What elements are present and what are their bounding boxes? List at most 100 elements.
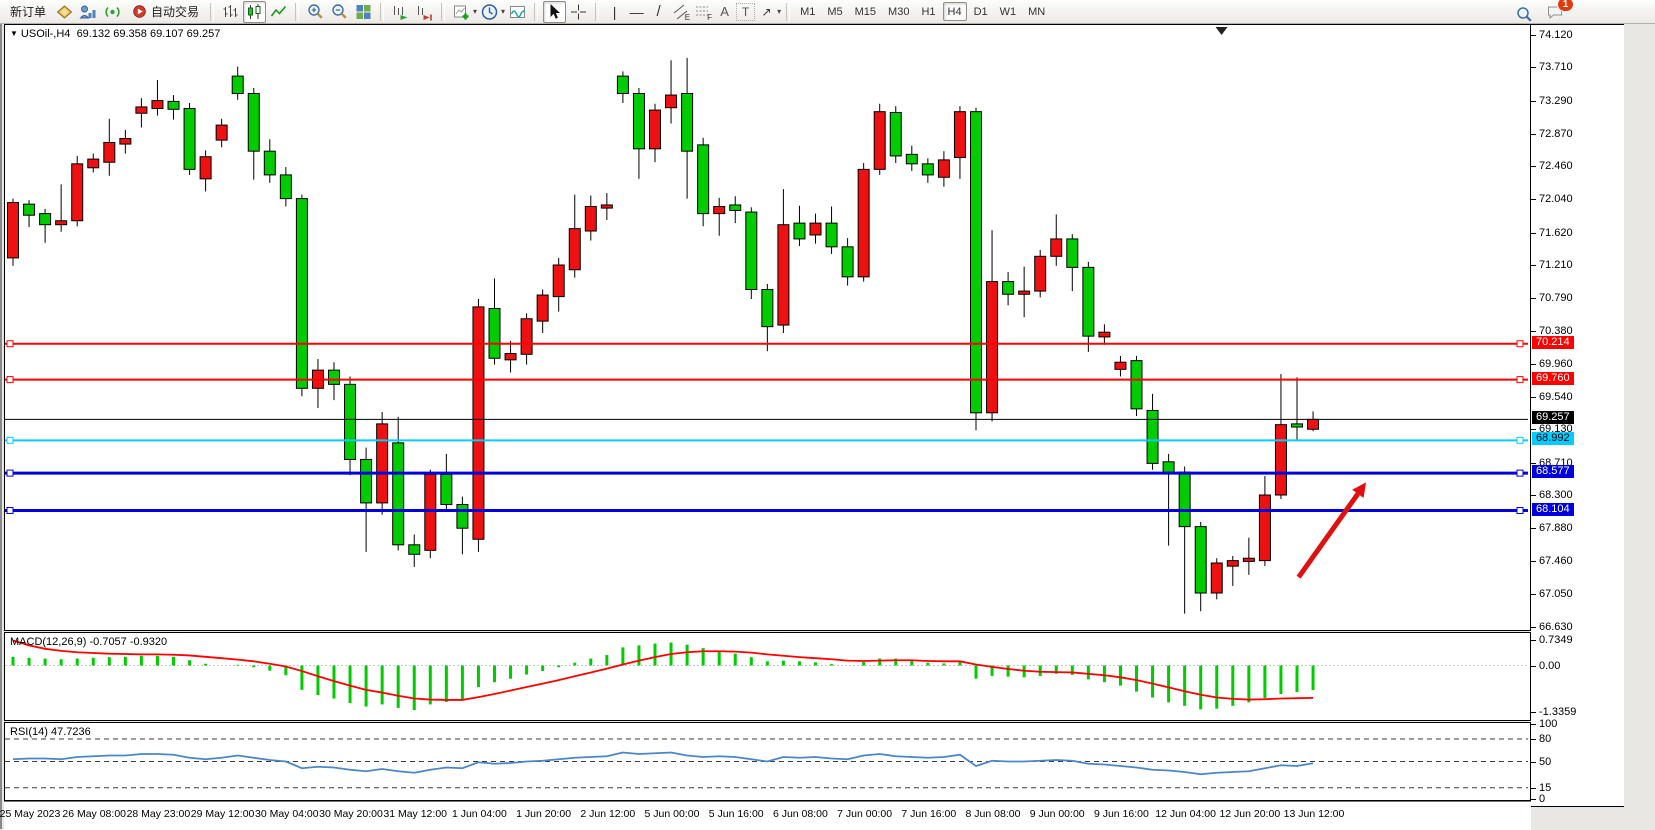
channel-tool-icon[interactable]: E: [670, 2, 691, 22]
new-chart-icon[interactable]: [450, 1, 473, 23]
scale-tick-mark: [1531, 462, 1536, 464]
signal-icon[interactable]: [101, 1, 124, 23]
time-axis-label: 2 Jun 12:00: [580, 808, 636, 820]
toolbar-separator: [380, 2, 385, 21]
timeframe-button-m15[interactable]: M15: [850, 2, 881, 21]
candle-bearish: [1002, 281, 1015, 295]
candle-bearish: [344, 383, 357, 460]
auto-scroll-icon[interactable]: [389, 1, 412, 23]
new-chart-dropdown-icon[interactable]: ▾: [473, 7, 478, 16]
candle-bullish: [1210, 562, 1223, 594]
text-label-tool-icon[interactable]: T: [736, 2, 756, 21]
scale-tick-mark: [1531, 100, 1536, 102]
time-axis-label: 9 Jun 16:00: [1093, 808, 1149, 820]
trend-arrow-head[interactable]: [1352, 482, 1367, 498]
candlestick-mode-icon[interactable]: [243, 0, 267, 23]
candle-bearish: [1130, 360, 1143, 410]
candle-bullish: [520, 318, 533, 355]
trendline-tool-icon[interactable]: /: [656, 3, 661, 20]
candle-bullish: [986, 281, 999, 414]
candle-bullish: [215, 124, 228, 141]
auto-trading-button[interactable]: 自动交易: [125, 2, 205, 22]
price-scale[interactable]: 74.120 73.710 73.290 72.870 72.460 72.040 71.6…: [1531, 24, 1624, 807]
trend-arrow-shaft[interactable]: [1296, 492, 1360, 579]
scale-tick-mark: [1531, 35, 1536, 36]
indicators-icon[interactable]: [506, 1, 529, 23]
toolbar-separator: [441, 2, 446, 21]
line-chart-mode-icon[interactable]: [267, 1, 290, 23]
search-icon[interactable]: [1513, 4, 1536, 26]
candle-bullish: [857, 168, 870, 278]
deposit-icon[interactable]: [53, 1, 76, 23]
arrows-tool-icon[interactable]: ↗: [761, 4, 772, 19]
chart-shift-marker[interactable]: [1215, 27, 1228, 35]
macd-signal-line: [12, 639, 1314, 701]
rsi-label: RSI(14) 47.7236: [10, 726, 91, 738]
toolbar-separator: [534, 2, 539, 21]
notifications-button[interactable]: 1: [1544, 0, 1574, 28]
rsi-indicator-pane[interactable]: RSI(14) 47.7236: [4, 722, 1531, 801]
timeframe-button-mn[interactable]: MN: [1023, 2, 1050, 21]
macd-indicator-pane[interactable]: MACD(12,26,9) -0.7057 -0.9320: [4, 632, 1531, 721]
fibonacci-tool-icon[interactable]: F: [692, 2, 713, 22]
chart-symbol-title: USOil-,H4: [20, 28, 71, 40]
period-clock-icon[interactable]: [478, 1, 501, 23]
bar-chart-mode-icon[interactable]: [219, 1, 242, 23]
candle-bullish: [937, 159, 950, 178]
price-line-badge-69.257: 69.257: [1532, 411, 1574, 425]
hline-right-handle[interactable]: [1516, 376, 1524, 384]
time-axis-label: 25 May 2023: [0, 808, 61, 820]
price-chart-canvas: [5, 27, 1528, 614]
time-axis-label: 6 Jun 08:00: [772, 808, 828, 820]
crosshair-tool-icon[interactable]: [567, 1, 590, 23]
horizontal-line-tool-icon[interactable]: —: [629, 3, 644, 20]
timeframe-button-w1[interactable]: W1: [995, 2, 1022, 21]
candle-bullish: [87, 158, 100, 169]
timeframe-button-h4[interactable]: H4: [942, 2, 967, 21]
zoom-out-icon[interactable]: [328, 1, 351, 23]
price-line-badge-68.992: 68.992: [1532, 432, 1574, 446]
hline-left-handle[interactable]: [6, 436, 14, 444]
scale-tick-mark: [1531, 761, 1536, 763]
rsi-scale-label: 0: [1539, 793, 1546, 805]
candle-bearish: [921, 163, 934, 176]
timeframe-button-m5[interactable]: M5: [822, 2, 847, 21]
hline-right-handle[interactable]: [1516, 469, 1524, 477]
hline-right-handle[interactable]: [1516, 507, 1524, 515]
rsi-scale-label: 80: [1539, 733, 1552, 745]
price-tick-label: 71.620: [1539, 226, 1573, 239]
candle-bearish: [841, 246, 854, 278]
scale-tick-mark: [1531, 799, 1536, 800]
scale-tick-mark: [1531, 639, 1536, 641]
profile-icon[interactable]: [77, 1, 100, 23]
price-line-badge-69.760: 69.760: [1532, 371, 1574, 385]
hline-right-handle[interactable]: [1516, 340, 1524, 348]
period-dropdown-icon[interactable]: ▾: [501, 7, 506, 16]
scale-tick-mark: [1531, 429, 1536, 431]
arrows-dropdown-icon[interactable]: ▾: [777, 7, 782, 16]
timeframe-button-h1[interactable]: H1: [916, 2, 940, 21]
zoom-in-icon[interactable]: [304, 1, 327, 23]
hline-left-handle[interactable]: [6, 469, 14, 477]
macd-canvas: [5, 639, 1528, 711]
hline-left-handle[interactable]: [6, 376, 14, 384]
vertical-line-tool-icon[interactable]: |: [612, 3, 617, 20]
hline-left-handle[interactable]: [6, 507, 14, 515]
main-chart-pane[interactable]: ▼ USOil-,H4 69.132 69.358 69.107 69.257: [4, 24, 1531, 631]
hline-right-handle[interactable]: [1516, 436, 1524, 444]
timeframe-button-d1[interactable]: D1: [969, 2, 993, 21]
cursor-tool-icon[interactable]: [543, 0, 567, 23]
timeframe-button-m1[interactable]: M1: [795, 2, 820, 21]
macd-scale-label: -1.3359: [1539, 705, 1577, 718]
candle-bullish: [119, 138, 132, 145]
hline-left-handle[interactable]: [6, 340, 14, 348]
tile-windows-icon[interactable]: [352, 1, 375, 23]
timeframe-button-m30[interactable]: M30: [883, 2, 914, 21]
symbol-dropdown-icon[interactable]: ▼: [10, 29, 18, 38]
time-axis[interactable]: 25 May 2023 26 May 08:00 28 May 23:00 29 Ma…: [0, 801, 1531, 830]
chart-title-overlay: ▼ USOil-,H4 69.132 69.358 69.107 69.257: [10, 28, 220, 40]
new-order-button[interactable]: 新订单: [4, 2, 52, 22]
channel-lines: [673, 4, 687, 19]
chart-shift-icon[interactable]: [413, 1, 436, 23]
text-tool-icon[interactable]: A: [720, 4, 729, 19]
